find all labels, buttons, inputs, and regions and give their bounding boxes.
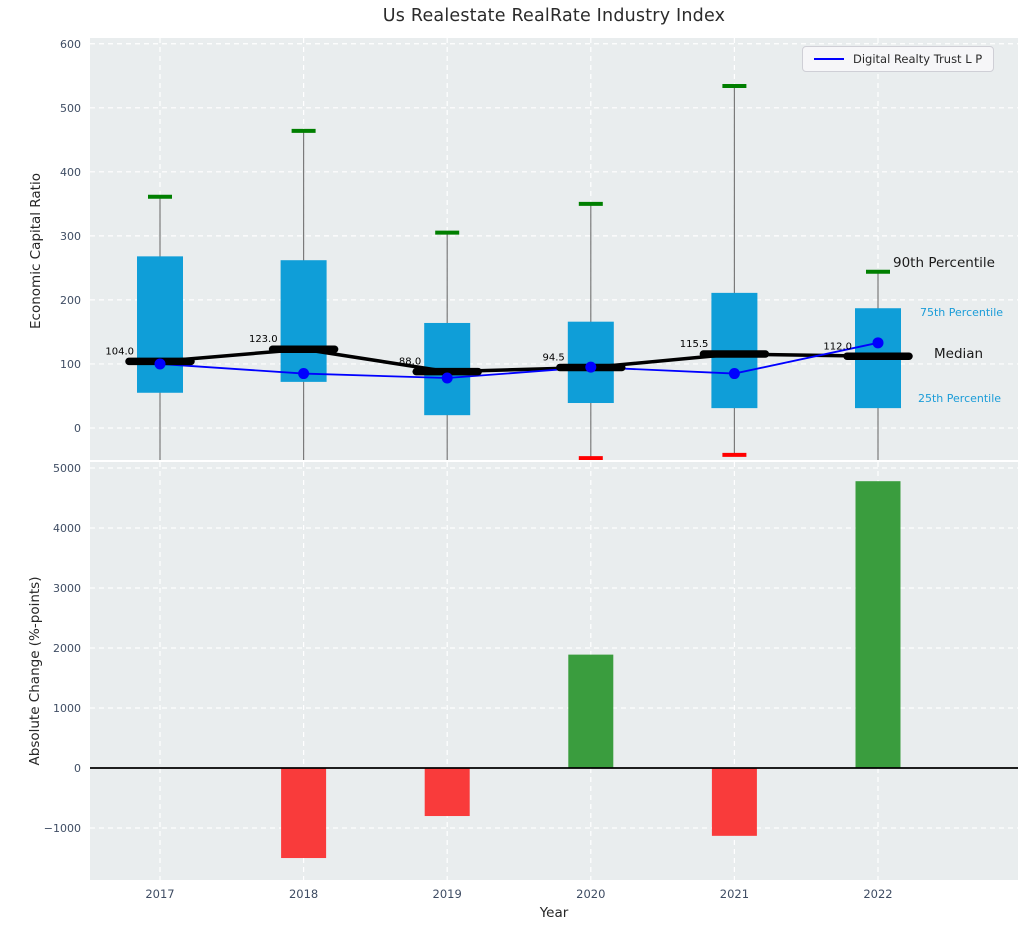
y-tick-label: 500 — [60, 102, 81, 115]
bar-2019 — [424, 768, 470, 817]
company-line — [159, 341, 879, 379]
x-tick-label-2017: 2017 — [145, 887, 174, 901]
chart-title: Us Realestate RealRate Industry Index — [382, 6, 726, 26]
legend-label: Digital Realty Trust L P — [853, 52, 983, 66]
legend: Digital Realty Trust L P — [802, 46, 995, 72]
y-tick-label: 1000 — [53, 702, 81, 715]
top-y-axis-label: Economic Capital Ratio — [28, 173, 44, 329]
box-2017 — [137, 256, 183, 393]
company-point-2018 — [298, 368, 310, 380]
y-tick-label: 3000 — [53, 582, 81, 595]
y-tick-label: 300 — [60, 230, 81, 243]
x-tick-label-2022: 2022 — [863, 887, 892, 901]
x-tick-label-2019: 2019 — [433, 887, 462, 901]
y-tick-label: 0 — [74, 762, 81, 775]
median-value-label-2018: 123.0 — [249, 334, 278, 345]
x-tick-label-2021: 2021 — [720, 887, 749, 901]
median-value-label-2022: 112.0 — [823, 341, 852, 352]
y-tick-label: 600 — [60, 38, 81, 51]
company-point-2022 — [872, 337, 884, 349]
bar-2022 — [855, 481, 901, 769]
median-value-label-2019: 88.0 — [399, 357, 421, 368]
y-tick-label: 400 — [60, 166, 81, 179]
company-point-2019 — [441, 372, 453, 384]
box-2018 — [280, 260, 327, 382]
annotation-75th-percentile: 75th Percentile — [920, 306, 1004, 319]
median-value-label-2017: 104.0 — [105, 346, 134, 357]
y-tick-label: 200 — [60, 294, 81, 307]
x-tick-label-2020: 2020 — [576, 887, 605, 901]
median-value-label-2021: 115.5 — [680, 339, 709, 350]
company-point-2020 — [585, 361, 597, 373]
y-tick-label: 0 — [74, 422, 81, 435]
x-axis-label: Year — [539, 905, 569, 921]
y-tick-label: 100 — [60, 358, 81, 371]
median-value-label-2020: 94.5 — [543, 352, 565, 363]
x-tick-label-2018: 2018 — [289, 887, 318, 901]
annotation-90th-percentile: 90th Percentile — [893, 255, 995, 271]
y-tick-label: 5000 — [53, 462, 81, 475]
bar-2021 — [711, 768, 757, 836]
bar-2020 — [568, 654, 614, 769]
bottom-y-axis-label: Absolute Change (%-points) — [27, 576, 43, 766]
company-point-2017 — [154, 358, 166, 370]
annotation-median: Median — [934, 346, 984, 362]
annotation-25th-percentile: 25th Percentile — [918, 392, 1002, 405]
company-point-2021 — [728, 368, 740, 380]
y-tick-label: −1000 — [44, 822, 81, 835]
legend-line-icon — [814, 58, 844, 60]
bar-2018 — [281, 768, 327, 859]
y-tick-label: 2000 — [53, 642, 81, 655]
y-tick-label: 4000 — [53, 522, 81, 535]
